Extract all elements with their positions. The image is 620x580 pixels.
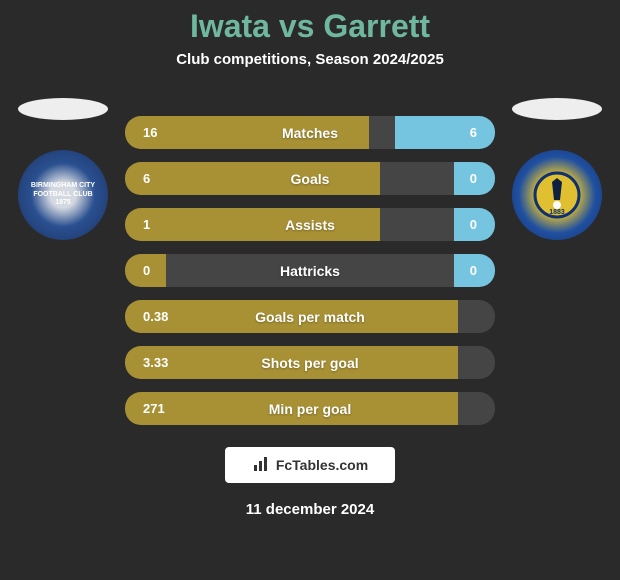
stat-left-value: 1 <box>125 208 380 241</box>
right-player-badge: 1883 <box>512 98 602 240</box>
player2-ellipse <box>512 98 602 120</box>
vs-separator: vs <box>279 8 323 44</box>
stat-right-value: 0 <box>454 208 495 241</box>
stat-row: 6 0 Goals <box>125 162 495 195</box>
stat-label: Goals per match <box>255 309 365 325</box>
stat-row: 166Matches <box>125 116 495 149</box>
page-title: Iwata vs Garrett <box>0 8 620 45</box>
stat-row: 271Min per goal <box>125 392 495 425</box>
pirate-icon: 1883 <box>532 170 582 220</box>
stat-label: Min per goal <box>269 401 351 417</box>
stat-label: Hattricks <box>280 263 340 279</box>
fctables-text: FcTables.com <box>276 457 368 473</box>
stat-right-value: 0 <box>454 162 495 195</box>
stat-label: Matches <box>282 125 338 141</box>
stat-empty <box>458 392 495 425</box>
player1-ellipse <box>18 98 108 120</box>
player2-name: Garrett <box>323 8 430 44</box>
stat-empty <box>369 116 395 149</box>
club-left-text: BIRMINGHAM CITY FOOTBALL CLUB 1875 <box>26 182 100 207</box>
stat-left-value: 6 <box>125 162 380 195</box>
stat-empty <box>380 162 454 195</box>
stat-empty <box>458 346 495 379</box>
stat-right-value: 6 <box>395 116 495 149</box>
stat-left-value: 0 <box>125 254 166 287</box>
player1-name: Iwata <box>190 8 270 44</box>
stat-empty <box>458 300 495 333</box>
chart-icon <box>252 455 270 476</box>
stats-container: 166Matches60Goals10Assists00Hattricks0.3… <box>125 98 495 425</box>
subtitle: Club competitions, Season 2024/2025 <box>0 51 620 68</box>
svg-text:1883: 1883 <box>549 209 565 216</box>
stat-row: 0 0 Hattricks <box>125 254 495 287</box>
stat-empty <box>380 208 454 241</box>
stat-label: Goals <box>291 171 330 187</box>
stat-row: 3.33Shots per goal <box>125 346 495 379</box>
club-logo-right: 1883 <box>512 150 602 240</box>
fctables-logo: FcTables.com <box>225 447 395 483</box>
left-player-badge: BIRMINGHAM CITY FOOTBALL CLUB 1875 <box>18 98 108 240</box>
date-label: 11 december 2024 <box>0 501 620 518</box>
stat-row: 1 0 Assists <box>125 208 495 241</box>
club-logo-left: BIRMINGHAM CITY FOOTBALL CLUB 1875 <box>18 150 108 240</box>
stat-label: Assists <box>285 217 335 233</box>
stat-right-value: 0 <box>454 254 495 287</box>
stat-label: Shots per goal <box>261 355 358 371</box>
stat-row: 0.38Goals per match <box>125 300 495 333</box>
